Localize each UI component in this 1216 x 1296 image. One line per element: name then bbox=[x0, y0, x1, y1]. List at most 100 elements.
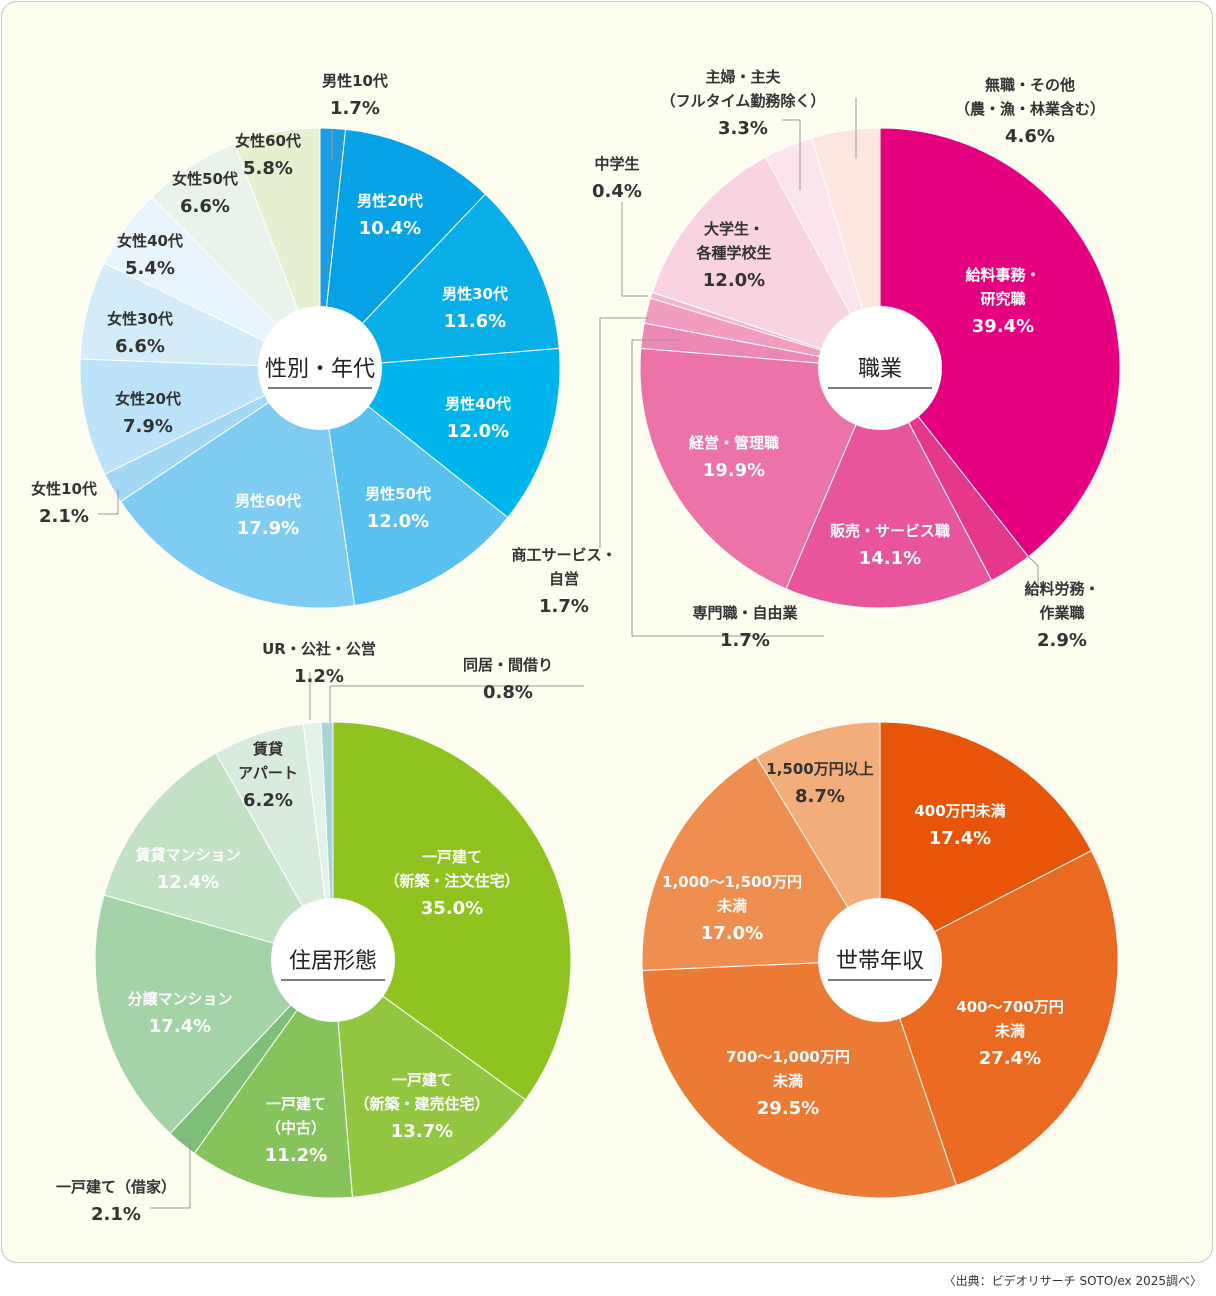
leader-line-1-1 bbox=[1027, 555, 1039, 588]
pie-slice-3-1 bbox=[879, 849, 1119, 1187]
pie-slice-1-9 bbox=[810, 127, 881, 369]
pie-slice-0-4 bbox=[319, 366, 509, 607]
slice-label: 研究職 bbox=[980, 290, 1025, 308]
pie-center-label: 住居形態 bbox=[289, 949, 377, 974]
slice-value-label: 7.9% bbox=[123, 416, 173, 437]
slice-value-label: 17.0% bbox=[701, 923, 763, 944]
slice-label: 自営 bbox=[549, 570, 579, 588]
slice-value-label: 5.8% bbox=[243, 158, 293, 179]
slice-value-label: 8.7% bbox=[795, 786, 845, 807]
pie-slice-0-1 bbox=[319, 128, 487, 370]
slice-value-label: 6.2% bbox=[243, 790, 293, 811]
leader-line-1-4 bbox=[631, 339, 824, 637]
slice-label: 未満 bbox=[772, 1072, 803, 1090]
pie-center-hole bbox=[818, 306, 942, 430]
slice-label: 女性10代 bbox=[31, 480, 97, 498]
slice-value-label: 5.4% bbox=[125, 258, 175, 279]
slice-label: 各種学校生 bbox=[695, 244, 771, 262]
slice-value-label: 4.6% bbox=[1005, 126, 1055, 147]
slice-value-label: 11.6% bbox=[444, 311, 506, 332]
pie-center-hole bbox=[271, 898, 395, 1022]
slice-label: （フルタイム勤務除く） bbox=[661, 92, 826, 110]
slice-value-label: 29.5% bbox=[757, 1098, 819, 1119]
slice-label: 男性40代 bbox=[445, 395, 511, 413]
slice-value-label: 3.3% bbox=[718, 118, 768, 139]
pie-center-label: 職業 bbox=[858, 357, 902, 382]
pie-center-label: 世帯年収 bbox=[836, 949, 924, 974]
slice-value-label: 35.0% bbox=[421, 898, 483, 919]
slice-label: 400〜700万円 bbox=[956, 998, 1064, 1016]
slice-value-label: 1.2% bbox=[294, 666, 344, 687]
slice-label: 一戸建て bbox=[392, 1071, 452, 1089]
slice-value-label: 2.1% bbox=[91, 1204, 141, 1225]
source-note: 〈出典：ビデオリサーチ SOTO/ex 2025調べ〉 bbox=[943, 1274, 1202, 1288]
slice-label: （農・漁・林業含む） bbox=[955, 100, 1105, 118]
pie-slice-0-2 bbox=[318, 193, 560, 369]
slice-label: 男性20代 bbox=[357, 192, 423, 210]
slice-label: 女性40代 bbox=[117, 232, 183, 250]
slice-label: 女性50代 bbox=[172, 170, 238, 188]
slice-label: 1,500万円以上 bbox=[766, 760, 873, 778]
slice-value-label: 13.7% bbox=[391, 1121, 453, 1142]
leader-line-2-8 bbox=[329, 685, 584, 722]
slice-label: 一戸建て（借家） bbox=[56, 1178, 176, 1196]
pie-slice-1-0 bbox=[879, 127, 1121, 558]
slice-value-label: 11.2% bbox=[265, 1145, 327, 1166]
pie-slice-1-7 bbox=[651, 156, 882, 369]
pie-slice-3-0 bbox=[879, 721, 1093, 961]
slice-value-label: 1.7% bbox=[539, 596, 589, 617]
slice-label: 400万円未満 bbox=[914, 802, 1005, 820]
slice-label: 経営・管理職 bbox=[689, 434, 779, 452]
leader-line-1-6 bbox=[621, 202, 648, 297]
slice-label: アパート bbox=[238, 764, 298, 782]
leader-line-1-5 bbox=[599, 317, 648, 548]
slice-label: （中古） bbox=[266, 1119, 326, 1137]
slice-label: 分譲マンション bbox=[127, 990, 232, 1008]
slice-label: 専門職・自由業 bbox=[692, 604, 798, 622]
slice-label: 男性10代 bbox=[322, 72, 388, 90]
slice-label: 賃貸マンション bbox=[134, 846, 240, 864]
slice-label: 賃貸 bbox=[252, 740, 283, 758]
slice-label: 女性30代 bbox=[107, 310, 173, 328]
slice-label: 販売・サービス職 bbox=[830, 522, 950, 540]
slice-label: 一戸建て bbox=[422, 848, 482, 866]
slice-label: 給料労務・ bbox=[1024, 580, 1099, 598]
slice-label: 中学生 bbox=[594, 155, 639, 173]
pie-slice-0-7 bbox=[79, 358, 321, 475]
slice-value-label: 39.4% bbox=[972, 316, 1034, 337]
slice-value-label: 1.7% bbox=[330, 98, 380, 119]
pie-slice-2-1 bbox=[332, 958, 527, 1198]
slice-label: 男性30代 bbox=[442, 285, 508, 303]
pie-slice-1-2 bbox=[785, 366, 993, 609]
pie-slice-3-4 bbox=[755, 721, 881, 962]
slice-value-label: 2.1% bbox=[39, 506, 89, 527]
slice-value-label: 17.9% bbox=[237, 518, 299, 539]
slice-label: 無職・その他 bbox=[985, 76, 1075, 94]
slice-value-label: 12.4% bbox=[157, 872, 219, 893]
slice-label: 同居・間借り bbox=[463, 656, 553, 674]
slice-label: 700〜1,000万円 bbox=[726, 1048, 850, 1066]
slice-value-label: 6.6% bbox=[180, 196, 230, 217]
slice-label: 未満 bbox=[716, 897, 747, 915]
slice-value-label: 1.7% bbox=[720, 630, 770, 651]
slice-value-label: 12.0% bbox=[703, 270, 765, 291]
pie-center-hole bbox=[818, 898, 942, 1022]
slice-value-label: 12.0% bbox=[447, 421, 509, 442]
pie-slice-2-0 bbox=[332, 721, 572, 1101]
pie-center-label: 性別・年代 bbox=[265, 357, 375, 382]
pie-slice-0-5 bbox=[119, 367, 356, 609]
slice-label: 主婦・主夫 bbox=[705, 68, 781, 86]
slice-label: （新築・建売住宅） bbox=[354, 1095, 489, 1113]
slice-label: UR・公社・公営 bbox=[262, 640, 376, 658]
leader-line-0-6 bbox=[98, 490, 119, 515]
slice-value-label: 17.4% bbox=[929, 828, 991, 849]
slice-label: 男性50代 bbox=[365, 485, 431, 503]
leader-line-1-8 bbox=[782, 119, 801, 190]
slice-label: 給料事務・ bbox=[965, 266, 1040, 284]
slice-label: 男性60代 bbox=[235, 492, 301, 510]
pie-slice-3-3 bbox=[641, 755, 881, 971]
slice-label: 未満 bbox=[994, 1022, 1025, 1040]
leader-line-2-3 bbox=[150, 1139, 191, 1209]
slice-label: 商工サービス・ bbox=[511, 546, 616, 564]
